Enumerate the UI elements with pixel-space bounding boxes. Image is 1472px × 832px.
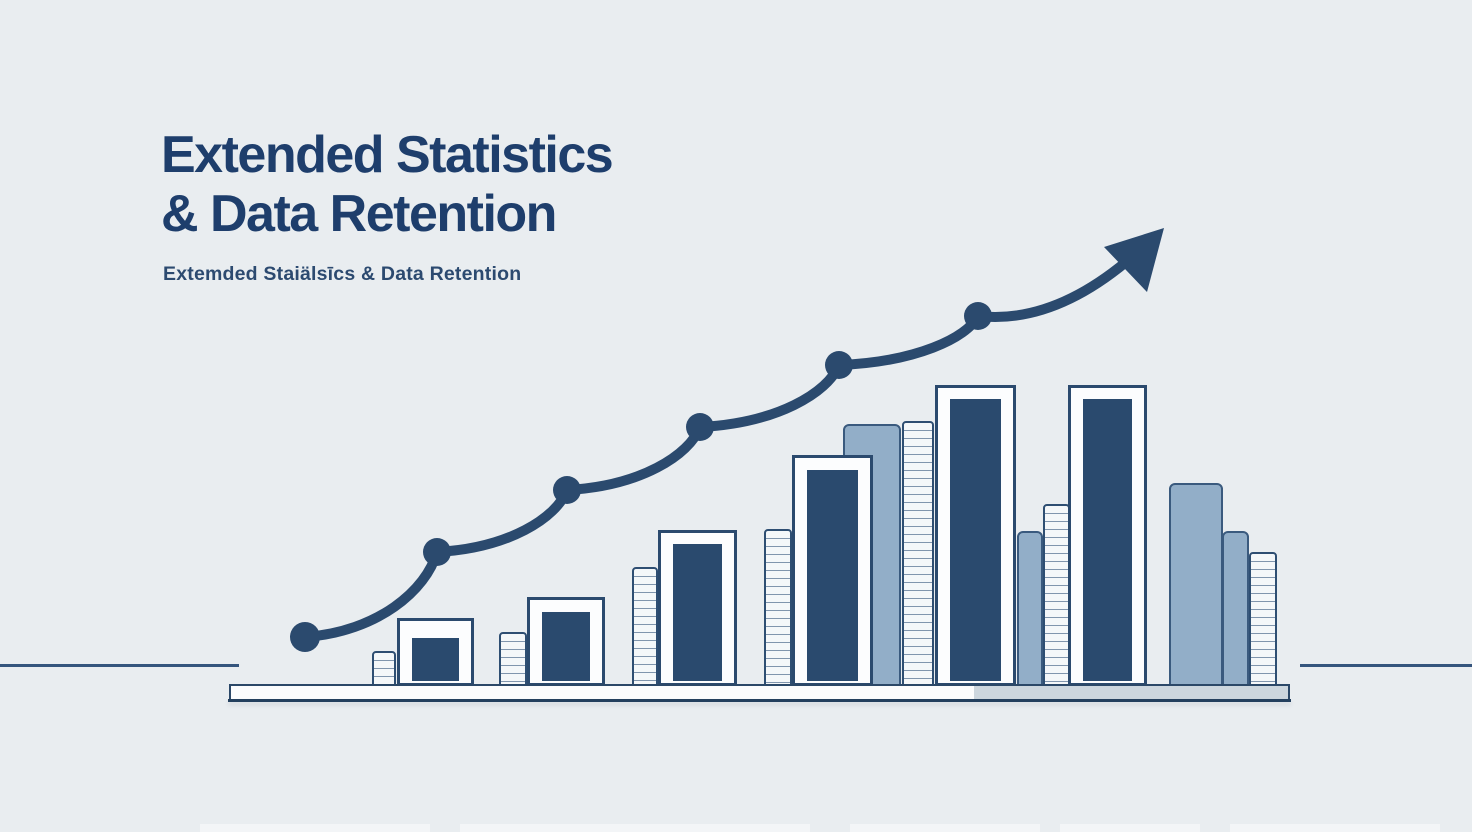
framed-bar <box>527 597 605 686</box>
arrow-head-icon <box>1104 228 1164 292</box>
floor-glare <box>850 824 1040 832</box>
page-subtitle: Extemded Staiälsīcs & Data Retention <box>163 263 522 285</box>
trend-dot <box>423 538 451 566</box>
framed-bar <box>792 455 873 686</box>
floor-glare <box>200 824 430 832</box>
solid-bar <box>1222 531 1249 686</box>
floor-glare <box>1230 824 1440 832</box>
framed-bar-fill <box>1083 399 1132 681</box>
trend-dot <box>290 622 320 652</box>
platform-bottom-edge <box>228 699 1291 702</box>
striped-bar <box>499 632 527 686</box>
framed-bar-fill <box>542 612 590 681</box>
title-line-1: Extended Statistics <box>161 126 614 184</box>
title-line-2: & Data Retention <box>161 185 557 243</box>
floor-glare <box>460 824 810 832</box>
trend-dot <box>686 413 714 441</box>
framed-bar <box>1068 385 1147 686</box>
trend-dot <box>964 302 992 330</box>
baseline-left <box>0 664 239 667</box>
framed-bar <box>935 385 1016 686</box>
floor-glare <box>1060 824 1200 832</box>
framed-bar-fill <box>412 638 459 681</box>
framed-bar-fill <box>807 470 858 681</box>
framed-bar-fill <box>673 544 722 681</box>
trend-path <box>300 257 1131 642</box>
baseline-right <box>1300 664 1472 667</box>
striped-bar <box>1249 552 1277 686</box>
striped-bar <box>764 529 792 686</box>
page-title: Extended Statistics & Data Retention <box>161 126 614 244</box>
trend-dot <box>553 476 581 504</box>
framed-bar-fill <box>950 399 1001 681</box>
striped-bar <box>632 567 658 686</box>
trend-dot <box>825 351 853 379</box>
